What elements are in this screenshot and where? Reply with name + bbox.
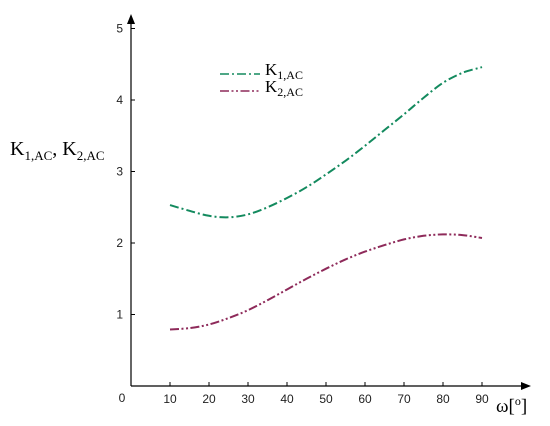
x-tick-label: 10: [163, 392, 177, 406]
legend-label: K2,AC: [265, 77, 303, 99]
x-tick-label: 50: [319, 392, 333, 406]
series-line-k1-ac: [169, 66, 483, 219]
x-tick-label: 40: [280, 392, 294, 406]
legend-label: K1,AC: [265, 60, 303, 82]
tick-labels: 0 10 20 30 40 50 60 70 80 90 1 2 3 4 5: [116, 22, 489, 407]
y-tick-label: 4: [116, 93, 123, 107]
x-axis-arrow: [521, 382, 531, 390]
x-tick-label: 70: [397, 392, 411, 406]
x-tick-label: 30: [241, 392, 255, 406]
y-tick-label: 1: [116, 308, 123, 322]
origin-label: 0: [119, 391, 126, 405]
x-axis-label: ω[o]: [496, 394, 528, 417]
series-lines: [169, 66, 483, 331]
y-tick-label: 3: [116, 165, 123, 179]
x-tick-label: 60: [358, 392, 372, 406]
series-line-k2-ac: [169, 233, 483, 331]
y-axis-label: K1,AC, K2,AC: [10, 138, 105, 163]
y-axis-arrow: [127, 14, 135, 24]
y-tick-label: 2: [116, 236, 123, 250]
y-tick-label: 5: [116, 22, 123, 36]
x-tick-label: 80: [436, 392, 450, 406]
x-tick-label: 20: [202, 392, 216, 406]
x-tick-label: 90: [475, 392, 489, 406]
